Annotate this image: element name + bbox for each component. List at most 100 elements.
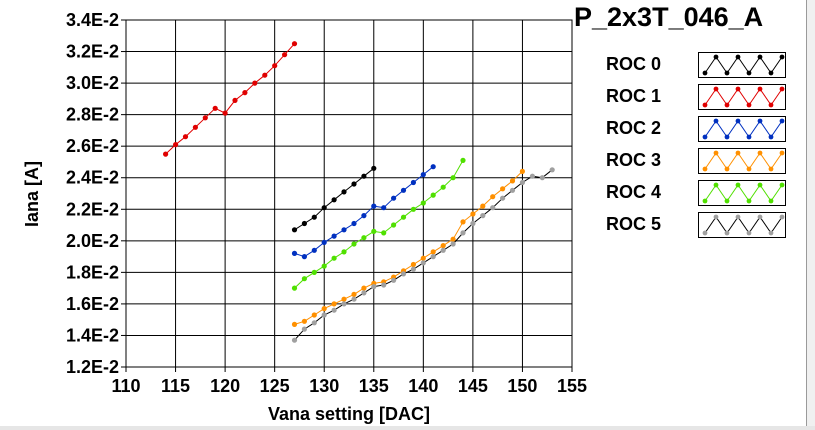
window-right-edge	[806, 0, 815, 430]
data-point	[341, 227, 347, 233]
legend-label: ROC 1	[606, 86, 662, 106]
y-tick-label: 3.0E-2	[66, 73, 119, 93]
data-point	[371, 284, 377, 290]
y-tick-label: 2.4E-2	[66, 168, 119, 188]
data-point	[361, 285, 367, 291]
data-point	[430, 249, 436, 255]
data-point	[192, 124, 198, 130]
y-tick-label: 3.4E-2	[66, 10, 119, 30]
data-point	[480, 203, 486, 209]
x-tick-label: 115	[161, 376, 190, 396]
legend-marker	[746, 70, 752, 76]
legend-marker	[713, 86, 719, 92]
series-0	[291, 165, 377, 233]
legend-item-roc-1[interactable]: ROC 1	[594, 82, 802, 110]
data-point	[450, 175, 456, 181]
x-tick-labels: 110 115 120 125 130 135 140 145 150 155	[111, 376, 587, 396]
series-1	[163, 41, 298, 157]
data-point	[509, 187, 516, 193]
data-point	[440, 184, 446, 190]
data-point	[529, 173, 536, 179]
data-point	[311, 214, 317, 220]
legend-marker	[702, 70, 708, 76]
legend-marker	[757, 118, 763, 124]
legend-item-roc-5[interactable]: ROC 5	[594, 210, 802, 238]
data-point	[301, 326, 307, 332]
data-point	[301, 220, 307, 227]
data-point	[440, 243, 446, 249]
data-point	[420, 255, 426, 261]
legend-marker	[702, 102, 708, 108]
legend-marker	[724, 230, 730, 236]
x-tick-label: 155	[557, 376, 587, 396]
data-point	[311, 312, 317, 318]
legend-swatch[interactable]	[698, 148, 786, 174]
data-point	[291, 250, 298, 256]
data-point	[361, 173, 367, 179]
data-point	[351, 220, 357, 227]
data-series	[163, 41, 555, 343]
data-point	[371, 203, 377, 209]
legend-marker	[779, 214, 785, 220]
data-point	[163, 151, 169, 157]
legend-item-roc-3[interactable]: ROC 3	[594, 146, 802, 174]
data-point	[331, 301, 337, 307]
legend-item-roc-2[interactable]: ROC 2	[594, 114, 802, 142]
data-point	[391, 277, 397, 283]
legend-label: ROC 4	[606, 182, 662, 202]
data-point	[420, 260, 426, 266]
data-point	[539, 175, 545, 181]
data-point	[351, 291, 357, 297]
series-5	[291, 167, 555, 343]
legend-item-roc-0[interactable]: ROC 0	[594, 50, 802, 78]
data-point	[500, 186, 506, 192]
legend-line	[704, 216, 783, 234]
legend-swatch[interactable]	[698, 212, 786, 238]
legend-marker	[735, 214, 741, 220]
data-point	[282, 52, 288, 58]
data-point	[361, 213, 367, 219]
data-point	[311, 320, 317, 326]
data-point	[291, 285, 298, 291]
legend-label: ROC 5	[606, 214, 662, 234]
legend-marker	[713, 182, 719, 188]
legend-marker	[713, 118, 719, 124]
legend-marker	[724, 134, 730, 140]
data-point	[291, 321, 298, 327]
data-point	[232, 97, 238, 103]
legend-marker	[702, 198, 708, 204]
legend-marker	[746, 166, 752, 172]
chart-title: P_2x3T_046_A	[574, 2, 764, 32]
data-point	[490, 205, 496, 211]
legend-swatch[interactable]	[698, 116, 786, 142]
x-axis-title: Vana setting [DAC]	[268, 404, 430, 424]
data-point	[430, 192, 436, 198]
legend-marker	[779, 54, 785, 60]
legend-swatch[interactable]	[698, 84, 786, 110]
legend-marker	[713, 214, 719, 220]
legend-swatch[interactable]	[698, 52, 786, 78]
data-point	[301, 276, 307, 282]
y-tick-label: 2.0E-2	[66, 231, 119, 251]
data-point	[381, 205, 387, 211]
legend-swatch[interactable]	[698, 180, 786, 206]
legend-marker	[735, 86, 741, 92]
data-point	[202, 115, 208, 121]
y-tick-label: 3.2E-2	[66, 42, 119, 62]
legend-marker	[702, 230, 708, 236]
legend-line	[704, 120, 783, 138]
data-point	[321, 239, 327, 245]
y-tick-label: 1.2E-2	[66, 357, 119, 377]
data-point	[470, 211, 476, 217]
series-3	[291, 168, 526, 327]
y-axis-title: Iana [A]	[22, 161, 42, 227]
legend-marker	[735, 118, 741, 124]
legend-marker	[757, 182, 763, 188]
legend-item-roc-4[interactable]: ROC 4	[594, 178, 802, 206]
y-tick-labels: 1.2E-2 1.4E-2 1.6E-2 1.8E-2 2.0E-2 2.2E-2 2.4E…	[66, 10, 119, 377]
data-point	[301, 318, 307, 324]
data-point	[381, 282, 387, 288]
legend-line	[704, 88, 783, 106]
legend-line	[704, 56, 783, 74]
data-point	[460, 230, 466, 236]
